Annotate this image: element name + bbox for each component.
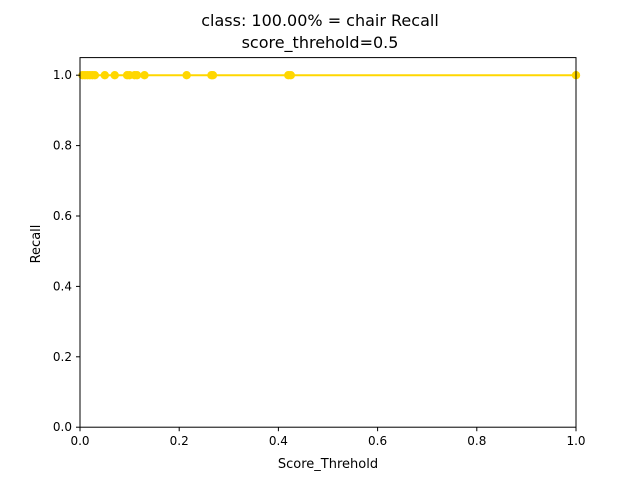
x-tick-label: 0.4 (269, 434, 288, 448)
axes-frame (79, 57, 577, 428)
x-tick-label: 0.0 (70, 434, 89, 448)
y-tick-label: 1.0 (53, 68, 72, 82)
x-tick-label: 0.2 (170, 434, 189, 448)
y-tick-label: 0.2 (53, 350, 72, 364)
x-tick-label: 0.6 (368, 434, 387, 448)
chart-title-line-1: class: 100.00% = chair Recall (201, 11, 439, 30)
chart-axes: 0.0 0.2 0.4 0.6 0.8 1.0 0.0 0.2 0.4 0.6 0.8 1.0 (53, 57, 586, 448)
x-tick-label: 0.8 (467, 434, 486, 448)
data-point (100, 71, 110, 80)
y-tick-label: 0.8 (53, 139, 72, 153)
plot-background (80, 57, 576, 428)
y-tick-label: 0.6 (53, 209, 72, 223)
y-tick-label: 0.4 (53, 279, 72, 293)
data-point (182, 71, 191, 80)
y-tick-label: 0.0 (53, 420, 72, 434)
chart-marks (78, 71, 581, 80)
data-point (286, 71, 295, 80)
data-point (140, 71, 149, 80)
data-point (110, 71, 119, 80)
data-point (132, 71, 142, 80)
chart-title-line-2: score_threhold=0.5 (241, 33, 399, 52)
y-axis-label: Recall (29, 225, 44, 264)
x-axis-label: Score_Threhold (278, 457, 378, 472)
plot-area (80, 57, 576, 428)
data-point (208, 71, 218, 80)
data-point (90, 71, 100, 80)
x-tick-label: 1.0 (566, 434, 585, 448)
